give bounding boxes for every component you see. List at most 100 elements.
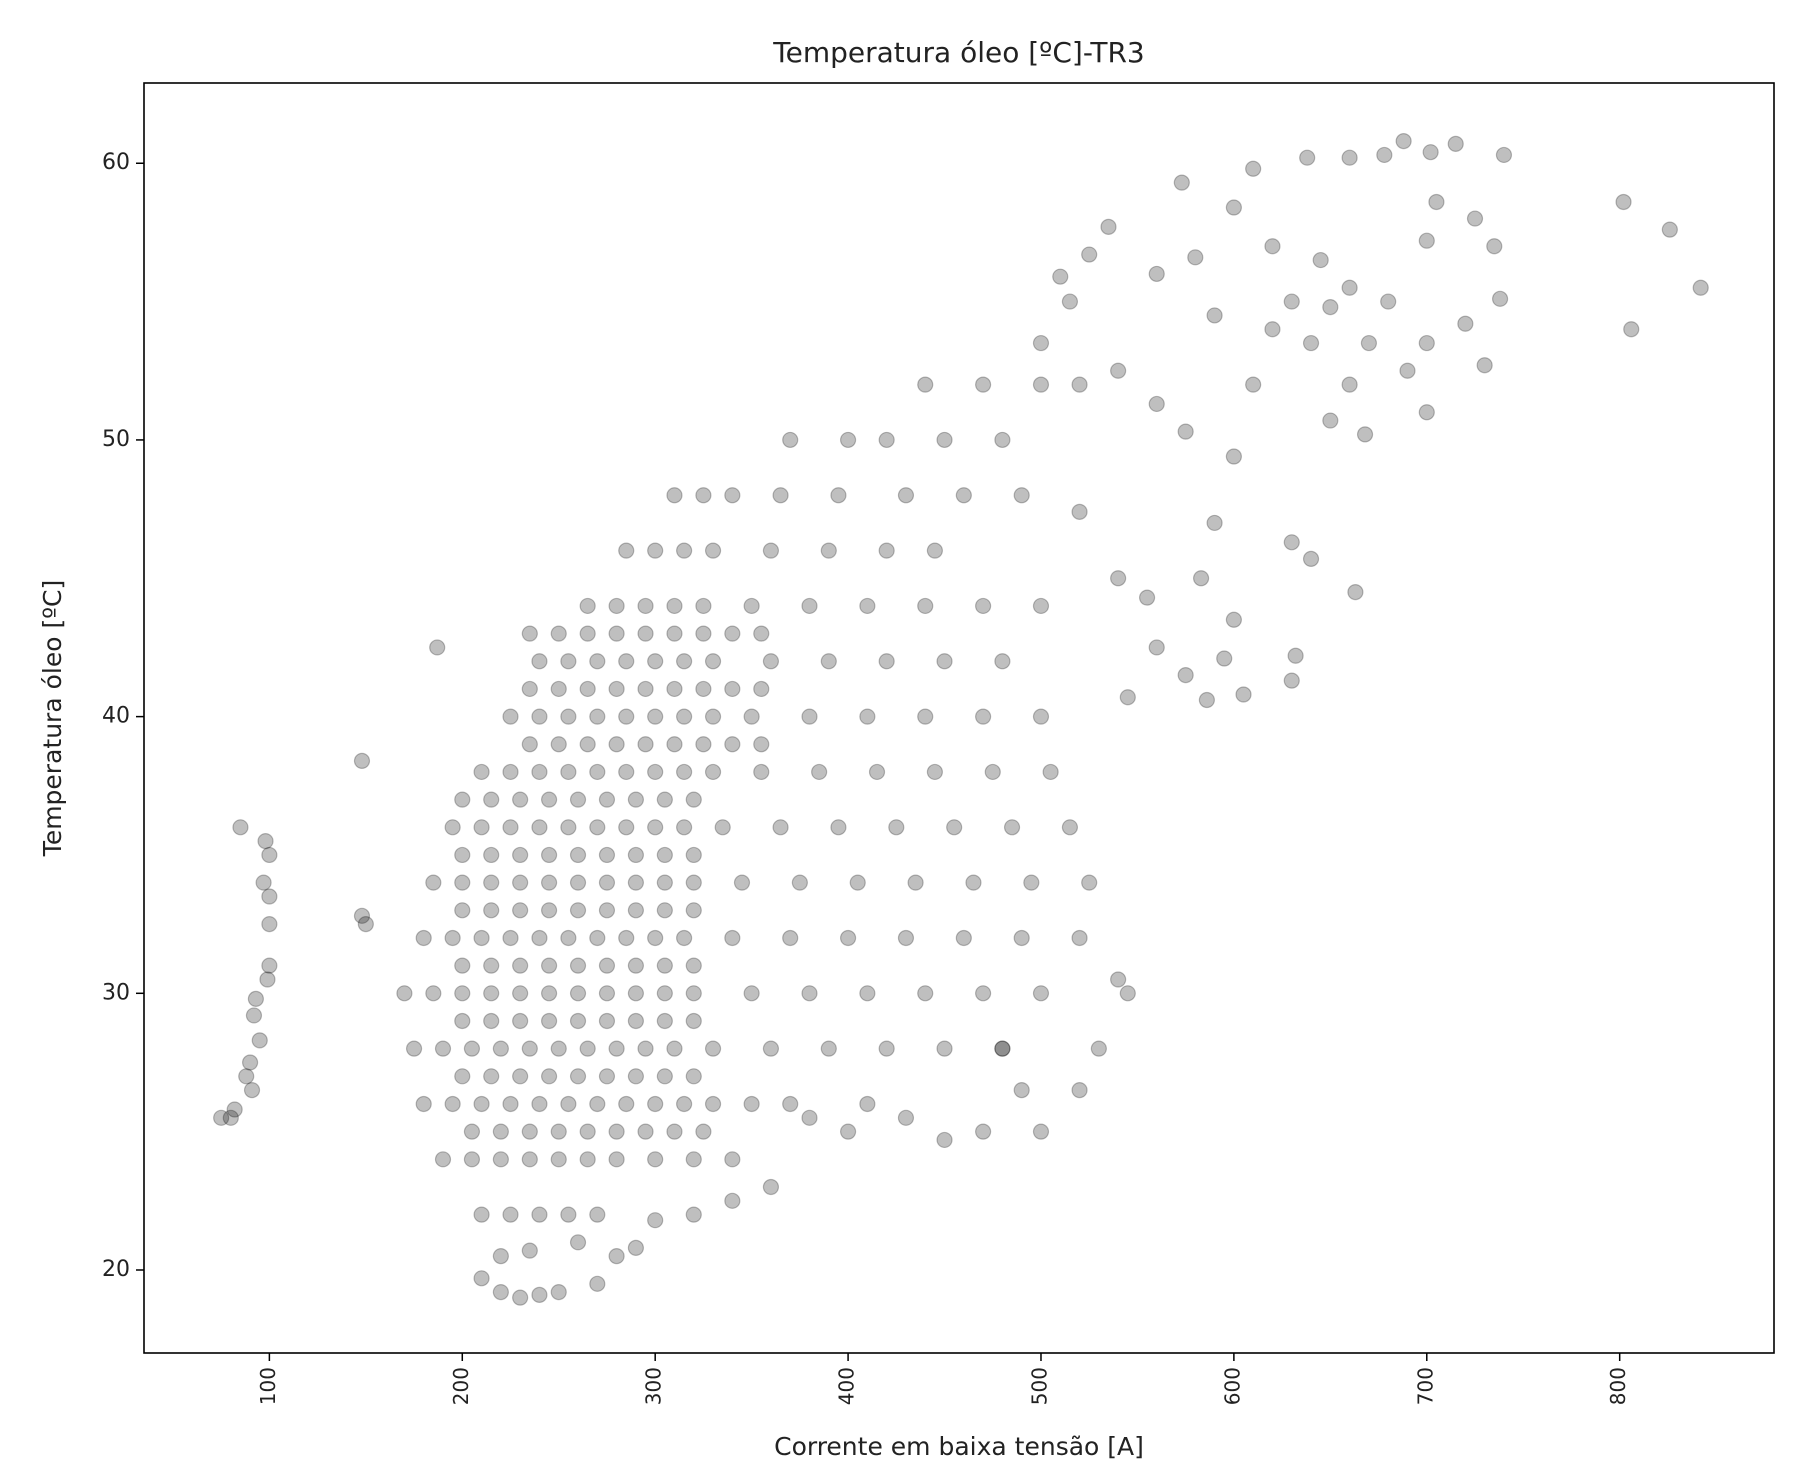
scatter-point: [396, 985, 413, 1002]
scatter-point: [685, 985, 702, 1002]
scatter-point: [492, 1040, 509, 1057]
scatter-point: [1119, 689, 1136, 706]
scatter-point: [1071, 929, 1088, 947]
scatter-point: [994, 653, 1011, 670]
scatter-point: [444, 819, 461, 836]
scatter-point: [243, 1082, 261, 1099]
scatter-point: [704, 1095, 722, 1113]
scatter-point: [647, 819, 664, 836]
scatter-point: [897, 487, 915, 504]
scatter-point: [1341, 149, 1358, 166]
scatter-point: [637, 597, 654, 615]
scatter-point: [1466, 210, 1484, 227]
scatter-point: [1110, 971, 1127, 988]
scatter-point: [955, 487, 972, 504]
scatter-point: [454, 874, 471, 891]
scatter-point: [579, 680, 596, 698]
scatter-point: [637, 625, 654, 642]
scatter-point: [647, 929, 664, 947]
scatter-point: [569, 957, 587, 974]
scatter-point: [589, 1206, 606, 1223]
scatter-point: [975, 376, 992, 393]
scatter-point: [1042, 763, 1059, 781]
scatter-point: [434, 1151, 452, 1168]
scatter-point: [579, 597, 596, 615]
scatter-point: [512, 902, 529, 919]
scatter-point: [512, 985, 529, 1002]
scatter-point: [1341, 279, 1358, 296]
scatter-point: [704, 653, 722, 670]
plot-frame: [143, 82, 1775, 1354]
scatter-point: [598, 985, 616, 1002]
scatter-point: [608, 1123, 625, 1140]
scatter-point: [483, 1068, 500, 1085]
scatter-point: [656, 985, 673, 1002]
scatter-point: [560, 1206, 577, 1223]
scatter-point: [1032, 708, 1050, 725]
scatter-point: [820, 1040, 837, 1057]
scatter-point: [1110, 362, 1127, 379]
scatter-point: [1081, 874, 1098, 891]
scatter-point: [579, 1123, 596, 1140]
scatter-point: [1399, 362, 1416, 379]
scatter-point: [1013, 1082, 1030, 1099]
scatter-point: [261, 916, 278, 933]
scatter-point: [550, 625, 567, 642]
scatter-point: [589, 763, 606, 781]
scatter-point: [429, 639, 446, 656]
scatter-point: [946, 819, 963, 836]
scatter-point: [598, 957, 616, 974]
plot-points: [213, 133, 1709, 1306]
scatter-point: [743, 597, 760, 615]
scatter-point: [1023, 874, 1040, 891]
scatter-point: [1287, 647, 1304, 664]
scatter-point: [685, 1012, 702, 1030]
scatter-point: [926, 763, 943, 781]
scatter-point: [647, 1212, 664, 1229]
scatter-point: [1119, 985, 1136, 1002]
scatter-point: [1013, 487, 1030, 504]
chart-title: Temperatura óleo [ºC]-TR3: [772, 36, 1144, 69]
x-axis-label: Corrente em baixa tensão [A]: [774, 1432, 1144, 1461]
scatter-point: [560, 819, 577, 836]
scatter-point: [569, 846, 587, 864]
scatter-point: [579, 625, 596, 642]
scatter-point: [1299, 149, 1316, 166]
scatter-point: [454, 791, 471, 808]
scatter-point: [685, 846, 702, 864]
scatter-point: [762, 1178, 780, 1196]
scatter-point: [801, 597, 818, 615]
scatter-point: [540, 1068, 558, 1085]
scatter-point: [454, 902, 471, 919]
scatter-point: [1173, 174, 1190, 191]
scatter-point: [936, 431, 953, 449]
scatter-point: [859, 597, 876, 615]
scatter-point: [463, 1123, 481, 1140]
scatter-point: [415, 1095, 432, 1113]
scatter-point: [259, 971, 276, 988]
scatter-point: [975, 597, 992, 615]
scatter-point: [676, 542, 693, 559]
scatter-point: [724, 1151, 741, 1168]
scatter-point: [492, 1284, 509, 1301]
scatter-point: [753, 625, 770, 642]
scatter-point: [627, 1239, 644, 1256]
scatter-point: [618, 542, 635, 559]
scatter-point: [627, 1012, 644, 1030]
scatter-point: [762, 542, 780, 559]
scatter-point: [1283, 293, 1300, 310]
y-tick-label: 20: [102, 1257, 130, 1282]
scatter-point: [801, 708, 818, 725]
scatter-point: [540, 985, 558, 1002]
scatter-point: [647, 763, 664, 781]
scatter-point: [724, 680, 741, 698]
scatter-point: [627, 1068, 644, 1085]
scatter-point: [261, 888, 278, 905]
scatter-point: [1245, 376, 1262, 393]
scatter-point: [521, 1123, 538, 1140]
scatter-point: [994, 431, 1011, 449]
scatter-point: [608, 680, 625, 698]
scatter-point: [1090, 1040, 1107, 1057]
scatter-point: [762, 653, 780, 670]
scatter-point: [454, 1012, 471, 1030]
